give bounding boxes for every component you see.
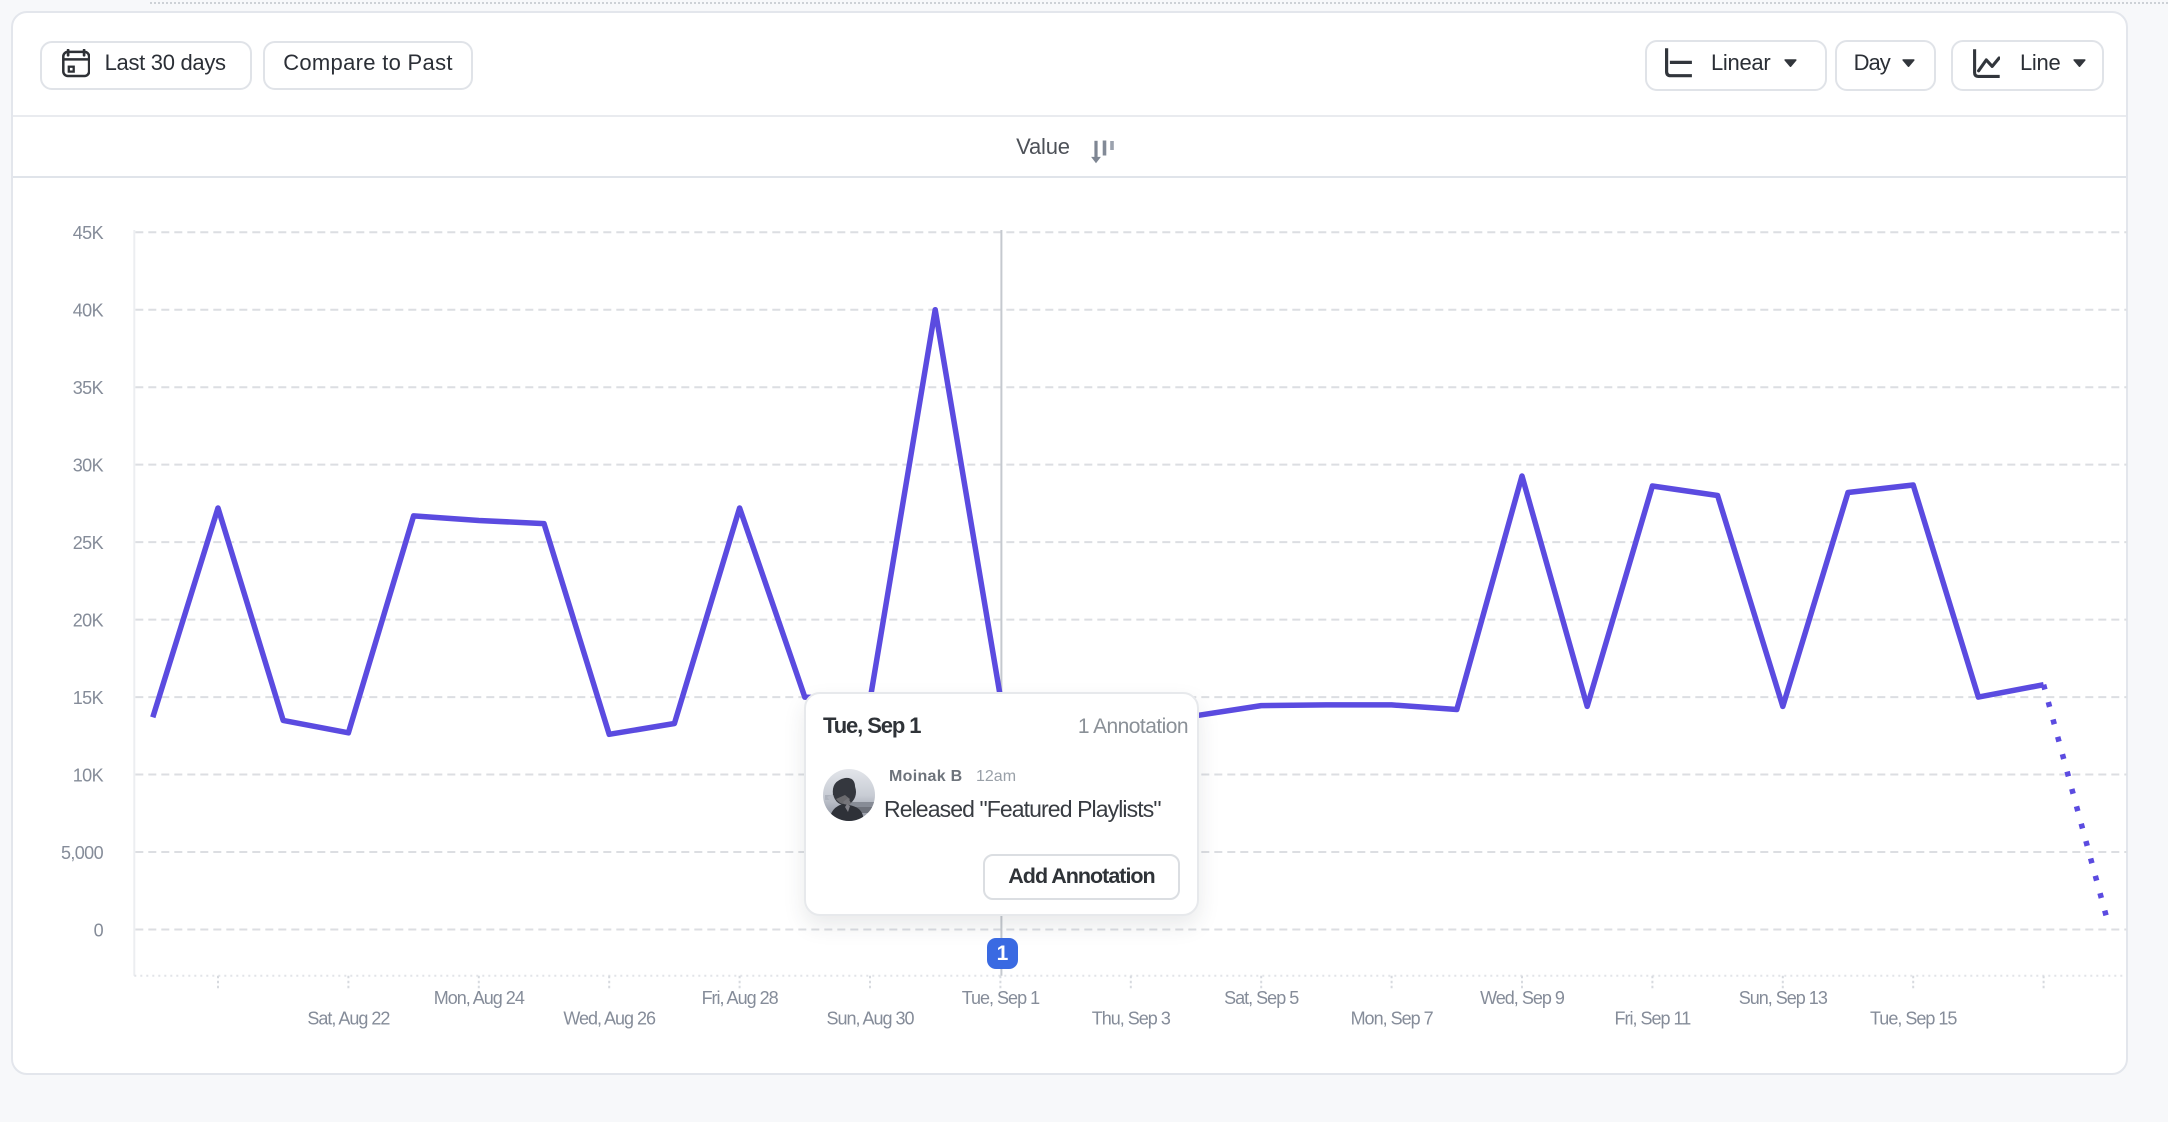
svg-text:Tue, Sep 1: Tue, Sep 1 [962, 988, 1040, 1008]
svg-text:Sun, Sep 13: Sun, Sep 13 [1739, 988, 1828, 1008]
svg-text:Tue, Sep 15: Tue, Sep 15 [1870, 1009, 1957, 1029]
svg-text:Fri, Sep 11: Fri, Sep 11 [1615, 1009, 1692, 1029]
svg-text:Fri, Aug 28: Fri, Aug 28 [702, 988, 779, 1008]
svg-text:20K: 20K [73, 610, 104, 630]
svg-text:Mon, Aug 24: Mon, Aug 24 [434, 988, 525, 1008]
svg-text:10K: 10K [73, 765, 104, 785]
svg-text:0: 0 [94, 920, 104, 940]
svg-text:Sat, Sep 5: Sat, Sep 5 [1224, 988, 1299, 1008]
svg-text:Thu, Sep 3: Thu, Sep 3 [1092, 1009, 1171, 1029]
svg-text:5,000: 5,000 [61, 843, 104, 863]
svg-text:Sun, Aug 30: Sun, Aug 30 [826, 1009, 914, 1029]
svg-text:40K: 40K [73, 301, 104, 321]
svg-text:Wed, Aug 26: Wed, Aug 26 [563, 1009, 656, 1029]
svg-text:25K: 25K [73, 533, 104, 553]
svg-text:Sat, Aug 22: Sat, Aug 22 [307, 1009, 390, 1029]
svg-text:35K: 35K [73, 378, 104, 398]
svg-text:Wed, Sep 9: Wed, Sep 9 [1480, 988, 1565, 1008]
svg-text:30K: 30K [73, 455, 104, 475]
svg-text:Mon, Sep 7: Mon, Sep 7 [1351, 1009, 1434, 1029]
svg-text:15K: 15K [73, 688, 104, 708]
svg-text:45K: 45K [73, 223, 104, 243]
